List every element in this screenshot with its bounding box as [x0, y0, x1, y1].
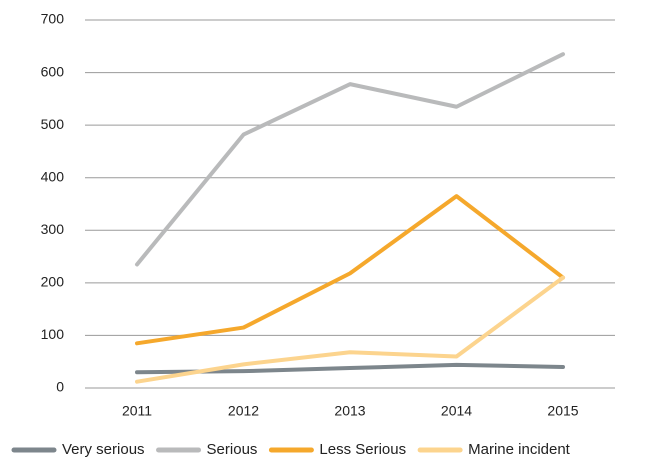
- legend-label: Less Serious: [319, 441, 406, 458]
- x-tick-label: 2012: [228, 403, 259, 419]
- y-tick-label: 400: [41, 168, 65, 184]
- y-tick-label: 300: [41, 221, 65, 237]
- series-line: [135, 194, 565, 346]
- y-tick-label: 700: [41, 11, 65, 27]
- x-tick-label: 2013: [334, 403, 365, 419]
- x-tick-label: 2015: [547, 403, 578, 419]
- legend-label: Very serious: [62, 441, 145, 458]
- x-tick-label: 2011: [122, 403, 152, 419]
- legend-label: Marine incident: [468, 441, 571, 458]
- y-tick-label: 100: [41, 326, 65, 342]
- series-line: [135, 275, 565, 384]
- y-tick-label: 500: [41, 116, 65, 132]
- legend-label: Serious: [207, 441, 258, 458]
- y-tick-label: 600: [41, 63, 65, 79]
- y-tick-label: 0: [56, 379, 64, 395]
- series-line: [135, 52, 565, 267]
- y-tick-label: 200: [41, 274, 65, 290]
- x-tick-label: 2014: [441, 403, 472, 419]
